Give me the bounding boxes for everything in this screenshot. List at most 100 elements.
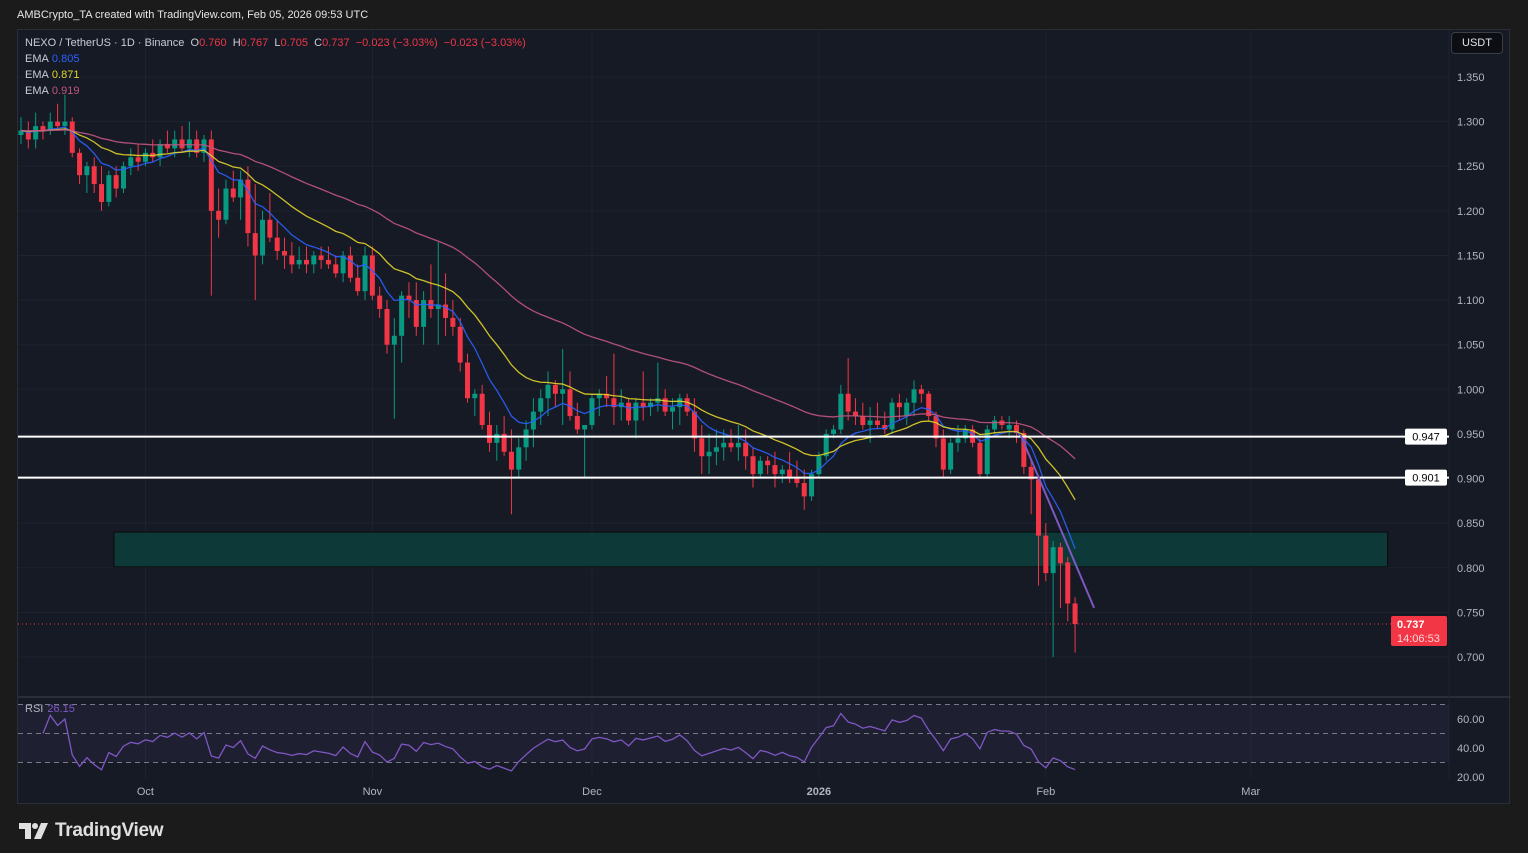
candle-body: [472, 393, 478, 399]
y-tick-label: 1.150: [1457, 250, 1485, 262]
candle: [648, 398, 654, 417]
candle: [274, 219, 280, 260]
candle: [604, 375, 610, 408]
candle: [311, 250, 317, 274]
close-label: C: [314, 37, 323, 49]
candle-body: [113, 175, 119, 189]
candle-body: [47, 121, 53, 131]
price-chart-svg[interactable]: 1.350 1.300 1.250 1.200 1.150 1.100 1.050 1.000…: [18, 30, 1511, 805]
candle-body: [296, 259, 302, 265]
candle-body: [874, 420, 880, 425]
candle: [545, 371, 551, 417]
high-value: 0.767: [240, 37, 269, 49]
tradingview-logo-icon: [19, 823, 48, 839]
ema-value: 0.871: [51, 69, 80, 81]
candle: [157, 139, 163, 167]
candle-body: [486, 424, 492, 443]
candle: [164, 130, 170, 153]
candle-body: [882, 424, 888, 430]
chart-container[interactable]: 1.350 1.300 1.250 1.200 1.150 1.100 1.050 1.000…: [17, 29, 1511, 805]
candle: [362, 246, 368, 301]
candle: [391, 317, 397, 419]
candle: [18, 117, 24, 144]
candle: [662, 389, 668, 417]
y-tick-label: 1.300: [1457, 117, 1485, 129]
candle-body: [523, 429, 529, 448]
candle: [794, 460, 800, 488]
currency-button[interactable]: USDT: [1451, 32, 1503, 54]
candle: [230, 170, 236, 202]
candle: [750, 447, 756, 488]
candle: [325, 246, 331, 269]
candle-body: [896, 402, 902, 408]
y-tick-label: 1.050: [1457, 340, 1485, 352]
low-value: 0.705: [280, 37, 308, 49]
x-tick-label: Dec: [582, 786, 602, 798]
candle-body: [128, 157, 134, 167]
candle-body: [860, 416, 866, 425]
candle: [443, 273, 449, 336]
candle-body: [260, 219, 266, 256]
candle-body: [1035, 479, 1041, 536]
candle: [728, 429, 734, 452]
candle-body: [545, 384, 551, 399]
candle: [1028, 460, 1034, 515]
candle-body: [157, 143, 163, 158]
candle: [992, 416, 998, 434]
candle: [677, 393, 683, 425]
ema-legend-3[interactable]: EMA 0.919: [25, 83, 526, 99]
candle: [735, 424, 741, 461]
candle-body: [421, 300, 427, 327]
x-tick-label: Oct: [137, 786, 154, 798]
candle-body: [494, 433, 500, 443]
candle-body: [120, 166, 126, 189]
candle: [223, 179, 229, 225]
candle: [589, 393, 595, 430]
candle-body: [369, 255, 375, 296]
attribution-caption: AMBCrypto_TA created with TradingView.co…: [17, 9, 369, 21]
candle: [55, 103, 61, 131]
candle: [918, 384, 924, 403]
candle: [282, 237, 288, 269]
candle: [377, 286, 383, 318]
candle-body: [186, 139, 192, 149]
candle: [816, 451, 822, 479]
candle-body: [274, 237, 280, 251]
candle: [120, 161, 126, 193]
candle-body: [201, 139, 207, 153]
candle-body: [801, 482, 807, 497]
candle: [435, 242, 441, 345]
candle-body: [1072, 603, 1078, 624]
candle-body: [750, 456, 756, 475]
candle-body: [1043, 535, 1049, 574]
candle: [194, 130, 200, 158]
candle: [465, 353, 471, 403]
candle-body: [757, 460, 763, 475]
rsi-label: RSI: [25, 703, 44, 715]
symbol-label[interactable]: NEXO / TetherUS · 1D · Binance: [25, 37, 185, 49]
candle-body: [223, 188, 229, 220]
candle-body: [443, 304, 449, 318]
candle: [948, 438, 954, 475]
ema-line-50: [20, 129, 1076, 460]
candle-body: [55, 121, 61, 127]
current-price-tag: [1391, 615, 1447, 646]
candle-body: [940, 438, 946, 470]
bar-countdown-label: 14:06:53: [1397, 633, 1440, 645]
ema-legend-2[interactable]: EMA 0.871: [25, 67, 526, 83]
ema-legend-1[interactable]: EMA 0.805: [25, 51, 526, 67]
candle-body: [735, 442, 741, 448]
symbol-ohlc-row: NEXO / TetherUS · 1D · Binance O0.760 H0…: [25, 35, 526, 51]
tradingview-logo[interactable]: TradingView: [19, 820, 164, 842]
candle-body: [779, 469, 785, 475]
candle-body: [728, 442, 734, 448]
candle: [1035, 478, 1041, 586]
rsi-legend[interactable]: RSI 26.15: [25, 703, 75, 715]
candle: [355, 264, 361, 296]
candle: [340, 250, 346, 283]
rsi-tick-label: 40.00: [1457, 743, 1485, 755]
candle: [47, 112, 53, 135]
candle: [318, 246, 324, 269]
candle-body: [18, 130, 24, 135]
candle: [267, 192, 273, 243]
